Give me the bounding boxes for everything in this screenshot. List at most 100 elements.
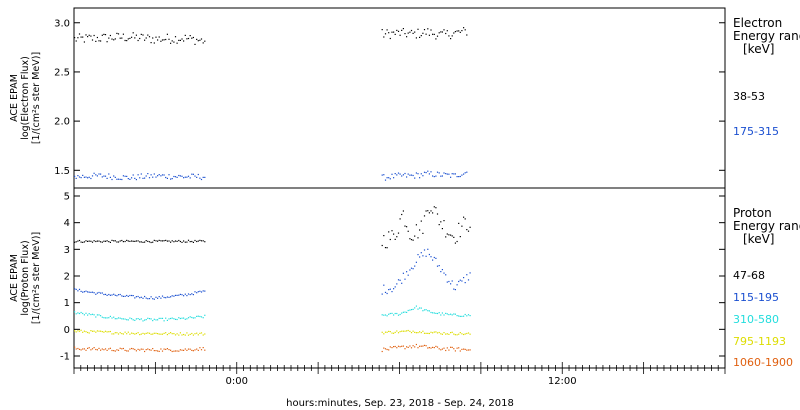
- data-point: [425, 255, 427, 257]
- data-point: [381, 331, 383, 333]
- data-point: [184, 334, 186, 336]
- data-point: [428, 173, 430, 175]
- data-point: [435, 312, 437, 314]
- data-point: [77, 175, 79, 177]
- data-point: [109, 241, 111, 243]
- data-point: [122, 333, 124, 335]
- data-point: [186, 349, 188, 351]
- data-point: [147, 298, 149, 300]
- data-point: [467, 279, 470, 281]
- data-point: [135, 332, 137, 335]
- data-point: [85, 34, 87, 36]
- data-point: [414, 307, 416, 309]
- data-point: [160, 240, 162, 242]
- data-point: [200, 291, 203, 293]
- data-point: [396, 236, 398, 238]
- data-point: [381, 29, 383, 31]
- data-point: [174, 294, 177, 296]
- data-point: [194, 239, 196, 242]
- data-point: [82, 312, 84, 315]
- data-point: [404, 278, 406, 280]
- data-point: [454, 334, 456, 336]
- data-point: [461, 348, 463, 350]
- data-point: [122, 318, 124, 320]
- data-point: [166, 334, 168, 336]
- data-point: [412, 308, 414, 310]
- data-point: [423, 171, 426, 173]
- data-point: [119, 317, 121, 319]
- data-point: [464, 348, 466, 350]
- data-point: [142, 177, 144, 179]
- data-point: [406, 36, 408, 38]
- data-point: [166, 240, 168, 242]
- data-point: [148, 318, 151, 320]
- data-point: [166, 319, 168, 321]
- data-point: [202, 347, 204, 349]
- data-point: [409, 31, 411, 33]
- data-point: [93, 292, 95, 294]
- data-point: [109, 294, 111, 296]
- data-point: [148, 298, 151, 300]
- data-point: [145, 349, 147, 351]
- data-point: [456, 30, 458, 32]
- data-point: [121, 239, 123, 242]
- data-point: [427, 310, 429, 312]
- data-point: [90, 35, 92, 37]
- data-point: [407, 173, 409, 175]
- data-point: [178, 174, 180, 177]
- data-point: [427, 248, 429, 250]
- data-point: [391, 230, 393, 232]
- data-point: [438, 312, 440, 314]
- data-point: [445, 173, 447, 175]
- data-point: [204, 314, 206, 316]
- data-point: [163, 39, 165, 41]
- electron-series-38-53: [74, 27, 468, 45]
- data-point: [91, 313, 94, 315]
- data-point: [414, 235, 416, 237]
- data-point: [432, 312, 434, 314]
- data-point: [448, 314, 450, 316]
- data-point: [463, 333, 465, 336]
- data-point: [394, 286, 396, 288]
- data-point: [432, 33, 434, 35]
- data-point: [415, 332, 417, 334]
- data-point: [393, 314, 395, 316]
- data-point: [414, 346, 416, 348]
- data-point: [111, 333, 113, 335]
- electron-legend-entry-1: 38-53: [733, 90, 765, 103]
- data-point: [436, 171, 439, 173]
- data-point: [406, 176, 408, 178]
- data-point: [178, 39, 180, 41]
- data-point: [121, 178, 123, 181]
- data-point: [194, 43, 196, 45]
- data-point: [417, 332, 419, 334]
- xtick-label: 0:00: [226, 376, 248, 387]
- data-point: [443, 314, 445, 316]
- data-point: [430, 171, 432, 173]
- data-point: [152, 298, 154, 300]
- data-point: [153, 239, 155, 241]
- data-point: [87, 291, 89, 293]
- data-point: [402, 330, 404, 332]
- data-point: [186, 176, 188, 178]
- data-point: [438, 331, 440, 334]
- data-point: [85, 290, 87, 292]
- electron-data-marks: [74, 27, 468, 181]
- data-point: [91, 291, 94, 293]
- proton-ytick-label: 3: [64, 245, 70, 256]
- data-point: [458, 333, 460, 335]
- data-point: [459, 332, 461, 334]
- data-point: [111, 38, 113, 40]
- data-point: [415, 224, 417, 226]
- data-point: [176, 318, 178, 321]
- data-point: [414, 331, 416, 333]
- data-point: [173, 333, 175, 335]
- data-point: [199, 315, 201, 318]
- data-point: [96, 330, 98, 332]
- data-point: [199, 332, 201, 334]
- proton-legend-subtitle: Energy ranges: [733, 219, 800, 233]
- data-point: [197, 291, 199, 293]
- data-point: [384, 331, 387, 333]
- proton-panel: -1 0 1 2 3 4 5 ACE EPAM log(Proton Flux) [1/(c…: [9, 187, 800, 369]
- data-point: [388, 177, 390, 179]
